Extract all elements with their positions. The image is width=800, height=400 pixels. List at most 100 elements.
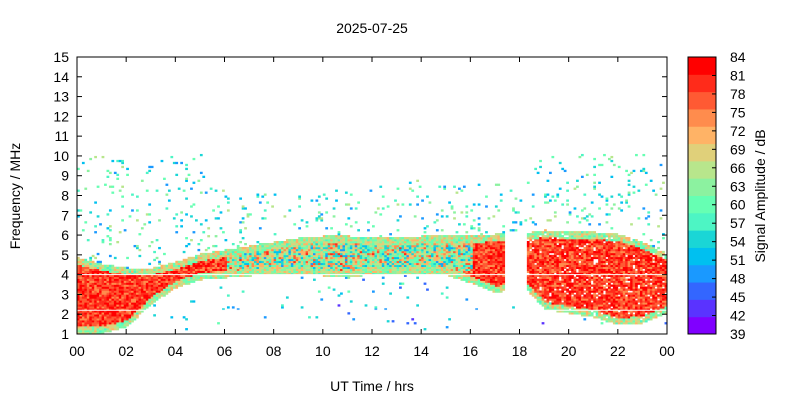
heatmap-cell [180, 284, 184, 287]
heatmap-cell [266, 244, 270, 248]
heatmap-cell [367, 221, 370, 224]
heatmap-cell [583, 254, 587, 258]
heatmap-cell [108, 304, 112, 307]
heatmap-cell [99, 280, 102, 283]
heatmap-cell [226, 264, 230, 268]
heatmap-cell [563, 260, 567, 264]
heatmap-cell [293, 270, 297, 273]
heatmap-cell [571, 256, 574, 260]
heatmap-cell [170, 276, 174, 279]
heatmap-cell [155, 189, 159, 192]
heatmap-cell [180, 211, 184, 214]
heatmap-cell [349, 262, 353, 266]
heatmap-cell [175, 278, 179, 281]
heatmap-cell [224, 258, 228, 262]
heatmap-cell [231, 274, 235, 277]
heatmap-cell [541, 278, 545, 281]
heatmap-cell [470, 264, 474, 268]
heatmap-cell [492, 272, 496, 275]
heatmap-cell [536, 266, 540, 270]
heatmap-cell [322, 193, 326, 196]
heatmap-cell [477, 223, 481, 226]
heatmap-cell [81, 296, 85, 299]
heatmap-cell [337, 248, 341, 252]
heatmap-cell [121, 284, 125, 287]
heatmap-cell [281, 262, 284, 266]
heatmap-cell [263, 244, 267, 248]
heatmap-cell [180, 268, 184, 271]
heatmap-cell [77, 260, 80, 264]
heatmap-cell [568, 258, 572, 262]
heatmap-cell [465, 205, 469, 208]
heatmap-cell [246, 264, 250, 268]
heatmap-cell [576, 262, 579, 266]
heatmap-cell [583, 282, 587, 285]
heatmap-cell [170, 266, 174, 270]
heatmap-cell [104, 288, 107, 291]
heatmap-cell [217, 272, 220, 275]
heatmap-cell [327, 237, 331, 240]
heatmap-cell [499, 193, 503, 196]
heatmap-cell [549, 284, 552, 287]
heatmap-cell [423, 248, 427, 252]
heatmap-cell [551, 258, 555, 262]
heatmap-cell [561, 268, 565, 271]
heatmap-cell [529, 268, 533, 271]
heatmap-cell [108, 300, 112, 303]
heatmap-cell [386, 320, 390, 323]
heatmap-cell [472, 266, 476, 270]
heatmap-cell [359, 262, 363, 266]
heatmap-cell [246, 252, 250, 256]
heatmap-cell [165, 278, 169, 281]
heatmap-cell [428, 260, 432, 264]
heatmap-cell [396, 258, 400, 262]
heatmap-cell [106, 296, 110, 299]
heatmap-cell [77, 328, 80, 331]
heatmap-cell [133, 292, 137, 295]
heatmap-cell [566, 264, 569, 268]
heatmap-cell [91, 328, 95, 331]
heatmap-cell [273, 252, 277, 256]
heatmap-cell [204, 248, 208, 252]
heatmap-cell [160, 270, 164, 273]
heatmap-cell [408, 239, 412, 242]
heatmap-cell [106, 318, 110, 321]
heatmap-cell [104, 272, 107, 275]
heatmap-cell [113, 282, 117, 285]
heatmap-cell [123, 324, 127, 327]
heatmap-cell [573, 310, 577, 313]
heatmap-cell [558, 239, 562, 242]
heatmap-cell [379, 264, 383, 268]
heatmap-cell [571, 312, 574, 315]
heatmap-cell [281, 264, 284, 268]
heatmap-cell [347, 274, 351, 277]
heatmap-cell [551, 308, 555, 311]
heatmap-cell [448, 239, 451, 242]
heatmap-cell [531, 258, 535, 262]
heatmap-cell [450, 242, 454, 246]
heatmap-cell [418, 241, 422, 244]
heatmap-cell [396, 272, 400, 275]
heatmap-cell [421, 242, 424, 246]
heatmap-cell [467, 244, 471, 248]
heatmap-cell [285, 239, 289, 242]
heatmap-cell [413, 215, 417, 218]
heatmap-cell [556, 274, 560, 277]
heatmap-cell [207, 276, 211, 279]
heatmap-cell [254, 246, 257, 250]
heatmap-cell [96, 290, 100, 293]
heatmap-cell [372, 254, 375, 258]
heatmap-cell [490, 260, 493, 264]
heatmap-cell [123, 292, 127, 295]
heatmap-cell [482, 284, 486, 287]
heatmap-cell [462, 264, 466, 268]
heatmap-cell [583, 242, 587, 246]
heatmap-cell [177, 187, 181, 190]
heatmap-cell [175, 231, 179, 234]
heatmap-cell [199, 191, 203, 194]
heatmap-cell [549, 296, 552, 299]
heatmap-cell [340, 248, 343, 252]
heatmap-cell [571, 231, 574, 234]
heatmap-cell [148, 276, 152, 279]
heatmap-cell [426, 246, 429, 250]
